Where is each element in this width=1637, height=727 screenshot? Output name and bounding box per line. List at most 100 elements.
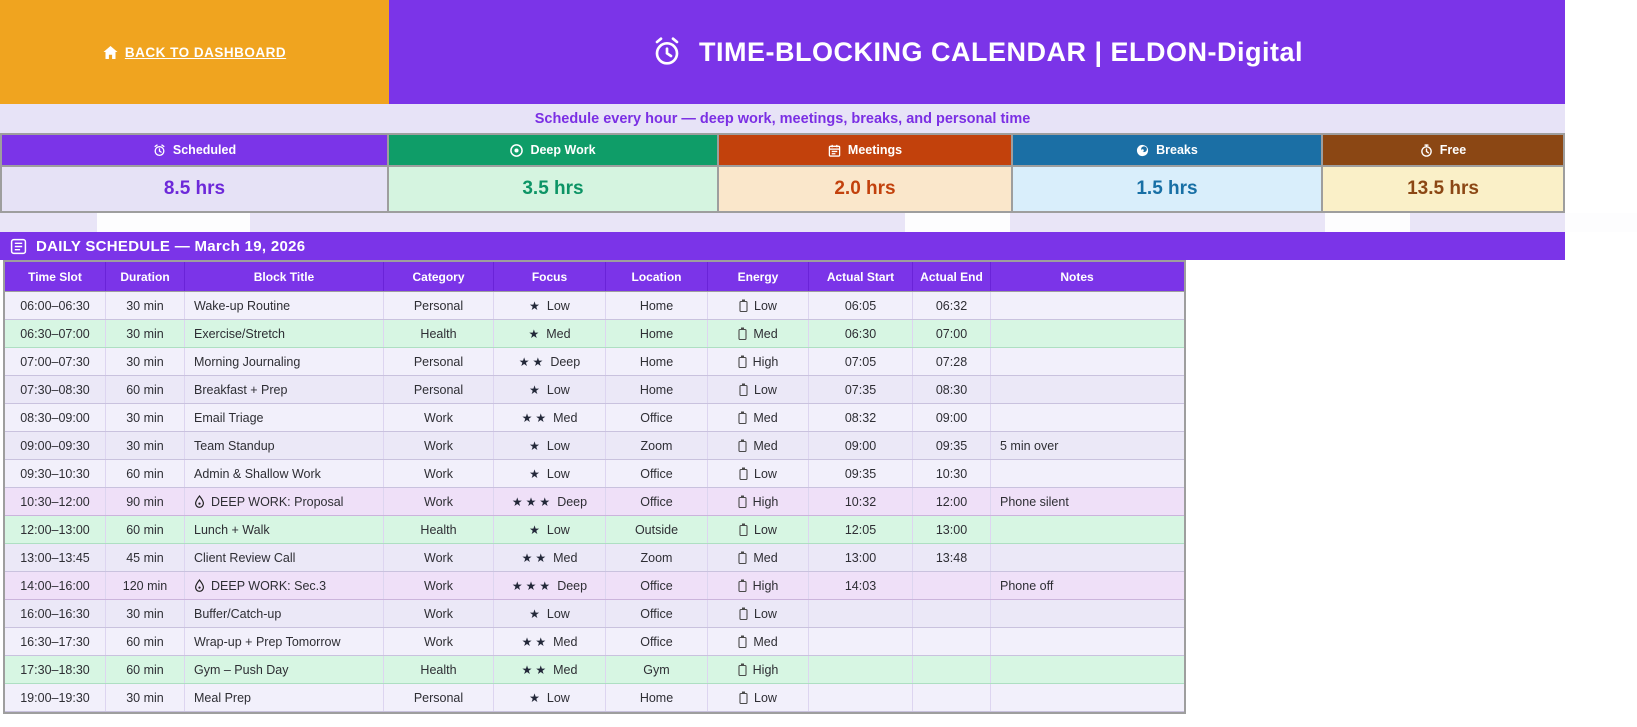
category-cell: Work bbox=[384, 600, 494, 627]
notes-cell: 5 min over bbox=[1000, 438, 1059, 453]
actual-end-cell bbox=[913, 600, 991, 627]
location-cell: Office bbox=[606, 572, 708, 599]
energy-cell: Low bbox=[708, 292, 809, 319]
actual-end-cell: 13:00 bbox=[913, 516, 991, 543]
table-row: 06:00–06:30 30 min Wake-up Routine Personal… bbox=[5, 292, 1184, 320]
back-to-dashboard-link[interactable]: BACK TO DASHBOARD bbox=[103, 45, 286, 60]
focus-stars: ★★ bbox=[521, 634, 550, 649]
focus-cell: ★ Low bbox=[494, 600, 606, 627]
duration-cell: 45 min bbox=[106, 544, 185, 571]
spreadsheet-gap-cell bbox=[905, 213, 1010, 232]
time-slot-cell: 13:00–13:45 bbox=[5, 544, 106, 571]
actual-start-cell bbox=[809, 684, 913, 711]
actual-end-cell: 13:48 bbox=[913, 544, 991, 571]
table-row: 07:30–08:30 60 min Breakfast + Prep Persona… bbox=[5, 376, 1184, 404]
battery-icon bbox=[738, 355, 747, 368]
home-icon bbox=[103, 45, 118, 59]
focus-stars: ★ bbox=[529, 298, 543, 313]
subtitle-row: Schedule every hour — deep work, meeting… bbox=[0, 104, 1565, 133]
time-slot-cell: 08:30–09:00 bbox=[5, 404, 106, 431]
actual-start-cell: 09:00 bbox=[809, 432, 913, 459]
spreadsheet-gap-cell bbox=[1410, 213, 1565, 232]
table-row: 09:00–09:30 30 min Team Standup Work ★ Low Zoo… bbox=[5, 432, 1184, 460]
location-cell: Gym bbox=[606, 656, 708, 683]
focus-stars: ★★ bbox=[518, 354, 547, 369]
battery-icon bbox=[738, 551, 747, 564]
category-cell: Personal bbox=[384, 684, 494, 711]
stat-card: Deep Work 3.5 hrs bbox=[389, 135, 719, 211]
time-slot-cell: 09:00–09:30 bbox=[5, 432, 106, 459]
duration-cell: 60 min bbox=[106, 628, 185, 655]
column-header: Time Slot bbox=[5, 262, 106, 291]
duration-cell: 60 min bbox=[106, 516, 185, 543]
battery-icon bbox=[738, 327, 747, 340]
actual-end-cell: 09:35 bbox=[913, 432, 991, 459]
category-cell: Personal bbox=[384, 376, 494, 403]
notes-cell: Phone silent bbox=[1000, 494, 1069, 509]
actual-end-cell bbox=[913, 656, 991, 683]
battery-icon bbox=[738, 635, 747, 648]
stat-card: Free 13.5 hrs bbox=[1323, 135, 1565, 211]
duration-cell: 90 min bbox=[106, 488, 185, 515]
actual-start-cell: 07:35 bbox=[809, 376, 913, 403]
back-block: BACK TO DASHBOARD bbox=[0, 0, 389, 104]
battery-icon bbox=[738, 495, 747, 508]
location-cell: Office bbox=[606, 600, 708, 627]
notes-cell bbox=[991, 628, 1163, 655]
actual-start-cell: 14:03 bbox=[809, 572, 913, 599]
actual-start-cell: 12:05 bbox=[809, 516, 913, 543]
energy-cell: Med bbox=[708, 432, 809, 459]
focus-stars: ★ bbox=[529, 438, 543, 453]
focus-cell: ★ Low bbox=[494, 684, 606, 711]
category-cell: Work bbox=[384, 628, 494, 655]
actual-start-cell bbox=[809, 656, 913, 683]
category-cell: Personal bbox=[384, 292, 494, 319]
actual-start-cell: 07:05 bbox=[809, 348, 913, 375]
time-slot-cell: 16:30–17:30 bbox=[5, 628, 106, 655]
time-slot-cell: 14:00–16:00 bbox=[5, 572, 106, 599]
category-cell: Health bbox=[384, 656, 494, 683]
notes-cell bbox=[991, 684, 1163, 711]
column-header: Block Title bbox=[185, 262, 384, 291]
actual-start-cell bbox=[809, 600, 913, 627]
column-header: Location bbox=[606, 262, 708, 291]
stat-value-breaks: 1.5 hrs bbox=[1013, 167, 1321, 211]
focus-cell: ★★ Med bbox=[494, 656, 606, 683]
notes-cell bbox=[991, 292, 1163, 319]
stat-header-free: Free bbox=[1323, 135, 1563, 167]
duration-cell: 30 min bbox=[106, 404, 185, 431]
time-slot-cell: 10:30–12:00 bbox=[5, 488, 106, 515]
focus-cell: ★ Low bbox=[494, 432, 606, 459]
duration-cell: 30 min bbox=[106, 320, 185, 347]
location-cell: Zoom bbox=[606, 432, 708, 459]
actual-start-cell: 06:05 bbox=[809, 292, 913, 319]
category-cell: Work bbox=[384, 404, 494, 431]
time-slot-cell: 09:30–10:30 bbox=[5, 460, 106, 487]
block-title-cell: Meal Prep bbox=[185, 684, 384, 711]
column-header: Actual Start bbox=[809, 262, 913, 291]
time-slot-cell: 17:30–18:30 bbox=[5, 656, 106, 683]
actual-end-cell: 12:00 bbox=[913, 488, 991, 515]
stat-header-meetings: Meetings bbox=[719, 135, 1011, 167]
spreadsheet-gap-cell bbox=[1565, 213, 1637, 232]
focus-cell: ★★ Deep bbox=[494, 348, 606, 375]
table-row: 09:30–10:30 60 min Admin & Shallow Work Wor… bbox=[5, 460, 1184, 488]
location-cell: Office bbox=[606, 488, 708, 515]
location-cell: Office bbox=[606, 460, 708, 487]
duration-cell: 30 min bbox=[106, 600, 185, 627]
stat-value-deep-work: 3.5 hrs bbox=[389, 167, 717, 211]
spreadsheet-gap-cell bbox=[0, 213, 97, 232]
alarm-clock-icon bbox=[154, 143, 165, 156]
location-cell: Home bbox=[606, 320, 708, 347]
battery-icon bbox=[739, 383, 748, 396]
location-cell: Home bbox=[606, 292, 708, 319]
time-slot-cell: 12:00–13:00 bbox=[5, 516, 106, 543]
duration-cell: 30 min bbox=[106, 684, 185, 711]
category-cell: Work bbox=[384, 544, 494, 571]
location-cell: Home bbox=[606, 684, 708, 711]
actual-start-cell: 09:35 bbox=[809, 460, 913, 487]
table-row: 12:00–13:00 60 min Lunch + Walk Health ★ Low O… bbox=[5, 516, 1184, 544]
section-banner: DAILY SCHEDULE — March 19, 2026 bbox=[0, 232, 1565, 260]
location-cell: Home bbox=[606, 376, 708, 403]
duration-cell: 30 min bbox=[106, 432, 185, 459]
